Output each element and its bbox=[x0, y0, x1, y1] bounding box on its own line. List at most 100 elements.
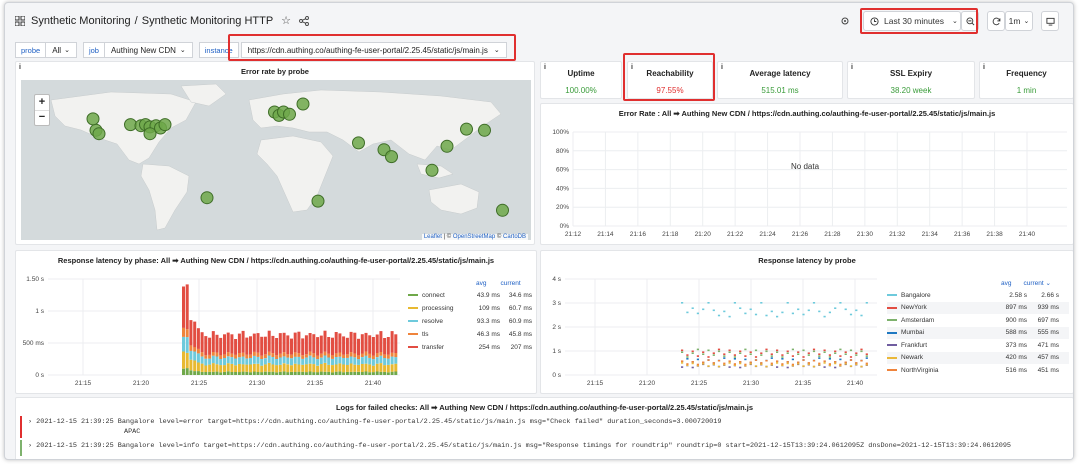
phase-bar-segment bbox=[386, 364, 390, 373]
probe-marker[interactable] bbox=[425, 163, 439, 177]
clock-icon bbox=[870, 16, 879, 26]
legend-current-header[interactable]: current bbox=[500, 279, 521, 287]
probe-latency-point bbox=[717, 348, 721, 351]
phase-bar-segment bbox=[394, 371, 398, 375]
probe-latency-point bbox=[865, 302, 868, 304]
phase-bar-segment bbox=[316, 355, 320, 360]
probe-marker[interactable] bbox=[460, 122, 473, 136]
probe-marker[interactable] bbox=[92, 127, 106, 141]
tv-mode-button[interactable] bbox=[1041, 11, 1059, 31]
phase-bar-segment bbox=[193, 351, 197, 361]
legend-item[interactable]: connect 43.9 ms 34.6 ms bbox=[408, 289, 533, 301]
zoom-out-time-button[interactable] bbox=[961, 11, 979, 31]
dashboard-title[interactable]: Synthetic Monitoring HTTP bbox=[141, 14, 274, 27]
phase-bar-segment bbox=[349, 356, 353, 364]
probe-marker[interactable] bbox=[296, 97, 310, 111]
probe-marker[interactable] bbox=[440, 139, 454, 153]
x-tick-label: 21:30 bbox=[857, 231, 874, 238]
phase-bar-segment bbox=[286, 335, 290, 355]
star-icon[interactable]: ☆ bbox=[281, 15, 292, 27]
info-icon[interactable]: i bbox=[851, 64, 853, 71]
map-zoom-in-button[interactable]: + bbox=[35, 95, 49, 111]
legend-header[interactable]: avg current bbox=[476, 277, 521, 289]
phase-bar-segment bbox=[297, 364, 301, 372]
info-icon[interactable]: i bbox=[983, 64, 985, 71]
phase-bar-segment bbox=[349, 363, 353, 372]
phase-bar-segment bbox=[182, 327, 185, 337]
legend-current: 34.6 ms bbox=[508, 291, 532, 299]
phase-bar-segment bbox=[193, 360, 197, 372]
breadcrumb-folder[interactable]: Synthetic Monitoring bbox=[31, 14, 131, 27]
legend-item[interactable]: Amsterdam 900 ms 697 ms bbox=[887, 314, 1069, 326]
settings-gear-icon[interactable] bbox=[837, 11, 853, 31]
latency-by-phase-chart[interactable]: 1.50 s 1 s 500 ms 0 s 21:15 21:20 21:25 21:30 21… bbox=[16, 251, 406, 395]
variable-probe-select[interactable]: All ⌄ bbox=[46, 42, 77, 58]
probe-marker[interactable] bbox=[86, 112, 100, 126]
share-icon[interactable] bbox=[299, 15, 309, 26]
map-zoom-out-button[interactable]: − bbox=[38, 111, 46, 123]
probe-latency-point bbox=[681, 302, 684, 304]
probe-latency-point bbox=[834, 350, 837, 353]
stat-panel-ssl-expiry: i SSL Expiry 38.20 week bbox=[847, 61, 975, 99]
probe-latency-point bbox=[739, 366, 742, 369]
probe-marker[interactable] bbox=[478, 123, 491, 137]
phase-bar-segment bbox=[237, 372, 241, 375]
legend-item[interactable]: transfer 254 ms 207 ms bbox=[408, 341, 533, 353]
variable-instance-select[interactable]: https://cdn.authing.co/authing-fe-user-p… bbox=[240, 42, 507, 58]
openstreetmap-link[interactable]: OpenStreetMap bbox=[452, 234, 496, 240]
probe-latency-point bbox=[728, 360, 731, 362]
cartodb-link[interactable]: CartoDB bbox=[502, 234, 526, 240]
legend-header[interactable]: avg current ⌄ bbox=[1001, 277, 1051, 289]
phase-bar-segment bbox=[182, 368, 185, 375]
chevron-down-icon: ⌄ bbox=[64, 47, 70, 54]
legend-avg-header[interactable]: avg bbox=[476, 279, 487, 287]
chevron-down-icon: ⌄ bbox=[1023, 18, 1030, 25]
probe-latency-point bbox=[802, 359, 805, 361]
legend-avg-header[interactable]: avg bbox=[1001, 279, 1012, 287]
log-line[interactable]: › 2021-12-15 21:39:25 Bangalore level=in… bbox=[28, 442, 1012, 450]
probe-latency-point bbox=[802, 365, 805, 367]
phase-bar-segment bbox=[308, 351, 312, 356]
dashboards-grid-icon[interactable] bbox=[15, 15, 25, 26]
phase-bar-segment bbox=[260, 372, 264, 375]
probe-marker[interactable] bbox=[283, 107, 296, 121]
phase-bar-segment bbox=[256, 356, 260, 364]
world-map[interactable] bbox=[21, 80, 531, 240]
legend-item[interactable]: NewYork 897 ms 939 ms bbox=[887, 301, 1069, 314]
legend-item[interactable]: NorthVirginia 516 ms 451 ms bbox=[887, 364, 1069, 376]
probe-marker[interactable] bbox=[158, 118, 172, 132]
legend-item[interactable]: Frankfurt 373 ms 471 ms bbox=[887, 339, 1069, 351]
info-icon[interactable]: i bbox=[19, 64, 21, 71]
probe-latency-point bbox=[733, 364, 736, 366]
info-icon[interactable]: i bbox=[544, 64, 546, 71]
y-tick-label: 3 s bbox=[552, 300, 561, 307]
legend-current-header[interactable]: current ⌄ bbox=[1023, 280, 1051, 287]
info-icon[interactable]: i bbox=[631, 64, 633, 71]
probe-marker[interactable] bbox=[143, 127, 157, 141]
probe-marker[interactable] bbox=[385, 150, 398, 164]
legend-item[interactable]: resolve 93.3 ms 60.9 ms bbox=[408, 315, 533, 327]
variable-job-select[interactable]: Authing New CDN ⌄ bbox=[104, 42, 193, 58]
phase-bar-segment bbox=[345, 337, 349, 355]
time-range-picker[interactable]: Last 30 minutes ⌄ bbox=[863, 11, 961, 31]
monitor-icon bbox=[1045, 17, 1055, 26]
legend-item[interactable]: tls 46.3 ms 45.8 ms bbox=[408, 328, 533, 340]
probe-marker[interactable] bbox=[352, 136, 365, 150]
info-icon[interactable]: i bbox=[721, 64, 723, 71]
latency-by-probe-chart[interactable]: 4 s 3 s 2 s 1 s 0 s 21:15 21:20 21:25 21:30 21:35… bbox=[541, 251, 881, 395]
probe-marker[interactable] bbox=[496, 203, 509, 217]
phase-bar-segment bbox=[211, 331, 215, 352]
refresh-button[interactable] bbox=[987, 11, 1005, 31]
refresh-interval-picker[interactable]: 1m ⌄ bbox=[1005, 11, 1033, 31]
legend-item[interactable]: Newark 420 ms 457 ms bbox=[887, 351, 1069, 364]
leaflet-link[interactable]: Leaflet bbox=[423, 234, 442, 240]
phase-bar-segment bbox=[189, 370, 193, 375]
probe-marker[interactable] bbox=[311, 194, 325, 208]
legend-item[interactable]: processing 109 ms 60.7 ms bbox=[408, 302, 533, 314]
error-rate-chart[interactable]: 100% 80% 60% 40% 20% 0%21:12 21:14 21:16 21:18 21… bbox=[541, 104, 1074, 246]
probe-marker[interactable] bbox=[200, 191, 214, 205]
log-line[interactable]: › 2021-12-15 21:39:25 Bangalore level=er… bbox=[28, 418, 722, 426]
phase-bar-segment bbox=[368, 353, 372, 358]
legend-item[interactable]: Bangalore 2.58 s 2.66 s bbox=[887, 289, 1069, 301]
legend-item[interactable]: Mumbai 588 ms 555 ms bbox=[887, 326, 1069, 339]
